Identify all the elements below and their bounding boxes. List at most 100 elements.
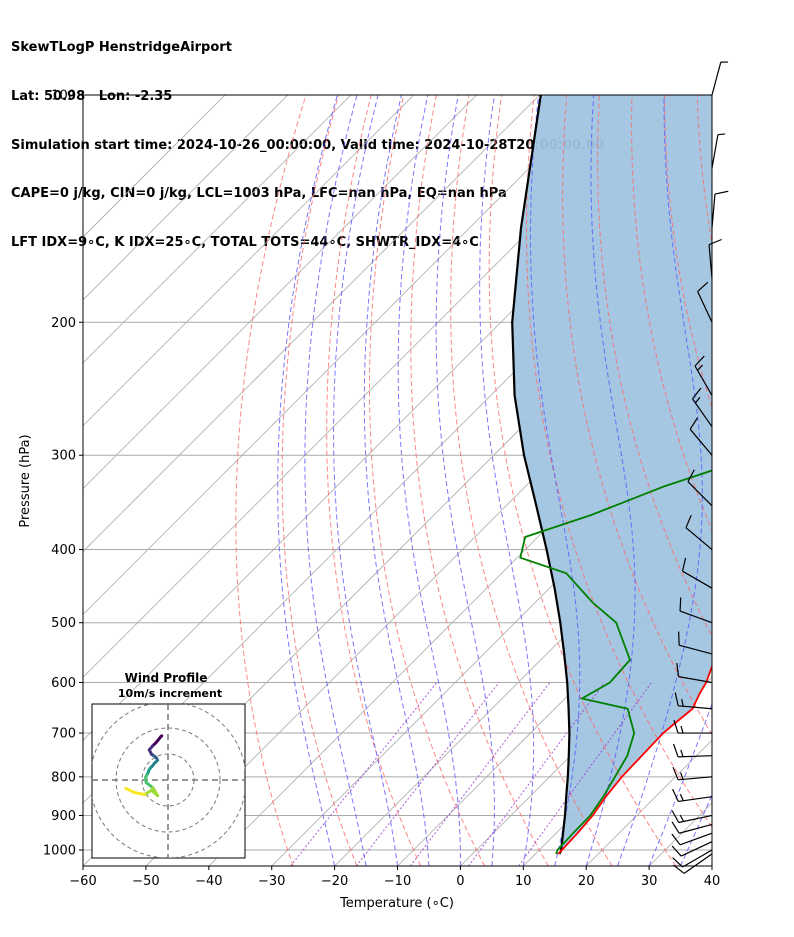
wind-barb: [673, 719, 712, 734]
wind-barb-flag: [671, 810, 680, 823]
x-tick-label: 30: [641, 874, 658, 889]
moist-adiabat: [397, 95, 461, 866]
wind-barb: [711, 133, 726, 169]
dry-adiabat: [631, 95, 712, 532]
y-axis-label: Pressure (hPa): [18, 434, 33, 527]
wind-barb-flag: [674, 692, 679, 706]
wind-barb: [671, 821, 713, 834]
wind-barb-staff: [678, 796, 713, 803]
x-tick-label: −50: [132, 874, 159, 889]
y-tick-label: 400: [51, 543, 76, 558]
wind-barb: [678, 631, 713, 655]
parcel-profile-line: [511, 95, 571, 855]
wind-barb-flag: [714, 190, 729, 195]
isotherm-gridline: [83, 95, 477, 490]
wind-barb-flag: [671, 821, 680, 834]
wind-barb-flag: [673, 719, 679, 734]
wind-barb: [672, 849, 713, 868]
moist-adiabat: [585, 95, 636, 866]
wind-barb-staff: [677, 755, 713, 758]
y-tick-label: 200: [51, 316, 76, 331]
wind-barb-half-flag: [679, 793, 684, 801]
wind-barb-staff: [697, 291, 713, 323]
dry-adiabat: [597, 95, 712, 638]
wind-barb-half-flag: [679, 772, 684, 780]
moist-adiabat: [530, 95, 581, 866]
chart-title: SkewTLogP HenstridgeAirport: [11, 40, 232, 56]
dry-adiabat: [762, 95, 794, 866]
isotherm-gridline: [334, 488, 712, 866]
isotherm-gridline: [711, 865, 712, 866]
wind-barb: [673, 853, 713, 874]
wind-barb-flag: [671, 845, 682, 857]
wind-barb: [671, 810, 713, 824]
x-axis-label: Temperature (∘C): [339, 896, 454, 911]
wind-barb: [697, 281, 713, 323]
dry-adiabat: [410, 95, 549, 866]
wind-barb: [672, 788, 713, 803]
dry-adiabat: [664, 95, 712, 410]
wind-barb: [711, 190, 729, 229]
y-tick-label: 900: [51, 809, 76, 824]
x-tick-label: 40: [704, 874, 721, 889]
dry-adiabat: [526, 95, 712, 828]
dry-adiabat: [696, 95, 712, 246]
mixing-ratio-line: [468, 682, 605, 866]
location-line: Lat: 50.98 Lon: -2.35: [11, 89, 173, 105]
moist-adiabat: [479, 95, 535, 866]
mixing-ratio-line: [290, 682, 438, 866]
wind-barb-half-flag: [681, 698, 684, 707]
y-tick-label: 600: [51, 676, 76, 691]
wind-barb-staff: [692, 398, 713, 428]
dry-adiabat: [450, 95, 613, 866]
wind-barb-half-flag: [717, 133, 726, 136]
wind-barb: [681, 557, 713, 589]
wind-barb-staff: [679, 610, 713, 624]
isotherm-gridline: [83, 95, 603, 615]
wind-barb: [692, 387, 713, 428]
wind-barb-flag: [679, 597, 682, 612]
moist-adiabat: [648, 702, 712, 866]
wind-barb-flag: [689, 417, 699, 430]
wind-barb-flag: [672, 788, 679, 802]
isotherm-gridline: [83, 95, 414, 427]
moist-adiabat: [332, 95, 398, 866]
hodograph-segment: [132, 790, 147, 797]
wind-barb-staff: [680, 841, 713, 857]
wind-barb-staff: [678, 776, 713, 781]
wind-barb-staff: [694, 365, 713, 396]
wind-barb-staff: [711, 134, 719, 169]
hodograph-segment: [124, 786, 136, 794]
wind-barb-staff: [679, 644, 713, 655]
y-tick-label: 800: [51, 770, 76, 785]
x-tick-label: −30: [258, 874, 285, 889]
isotherm-gridline: [775, 95, 794, 866]
wind-barb-flag: [673, 864, 685, 874]
wind-barb-half-flag: [697, 364, 703, 371]
wind-barb-flag: [681, 557, 687, 572]
wind-barb: [687, 469, 713, 507]
y-tick-label: 700: [51, 727, 76, 742]
wind-barb: [689, 417, 713, 456]
y-tick-label: 300: [51, 449, 76, 464]
wind-barb-staff: [711, 194, 716, 229]
wind-barb-flag: [685, 514, 692, 528]
isotherm-gridline: [397, 550, 712, 866]
wind-barb-flag: [676, 663, 680, 677]
x-tick-label: 10: [515, 874, 532, 889]
wind-barb-staff: [682, 570, 713, 589]
dry-adiabat: [326, 95, 422, 866]
y-tick-label: 1000: [43, 844, 76, 859]
wind-barb-staff: [689, 428, 713, 456]
y-tick-label: 500: [51, 616, 76, 631]
dry-adiabat: [562, 95, 712, 736]
x-tick-label: −20: [321, 874, 348, 889]
wind-barb-staff: [679, 823, 713, 834]
moist-adiabat: [435, 95, 495, 866]
isotherm-gridline: [83, 95, 289, 301]
wind-barb-staff: [678, 705, 713, 710]
x-tick-label: −40: [195, 874, 222, 889]
wind-barb-half-flag: [680, 725, 684, 734]
wind-barb-flag: [671, 833, 681, 846]
wind-barb: [694, 355, 713, 396]
